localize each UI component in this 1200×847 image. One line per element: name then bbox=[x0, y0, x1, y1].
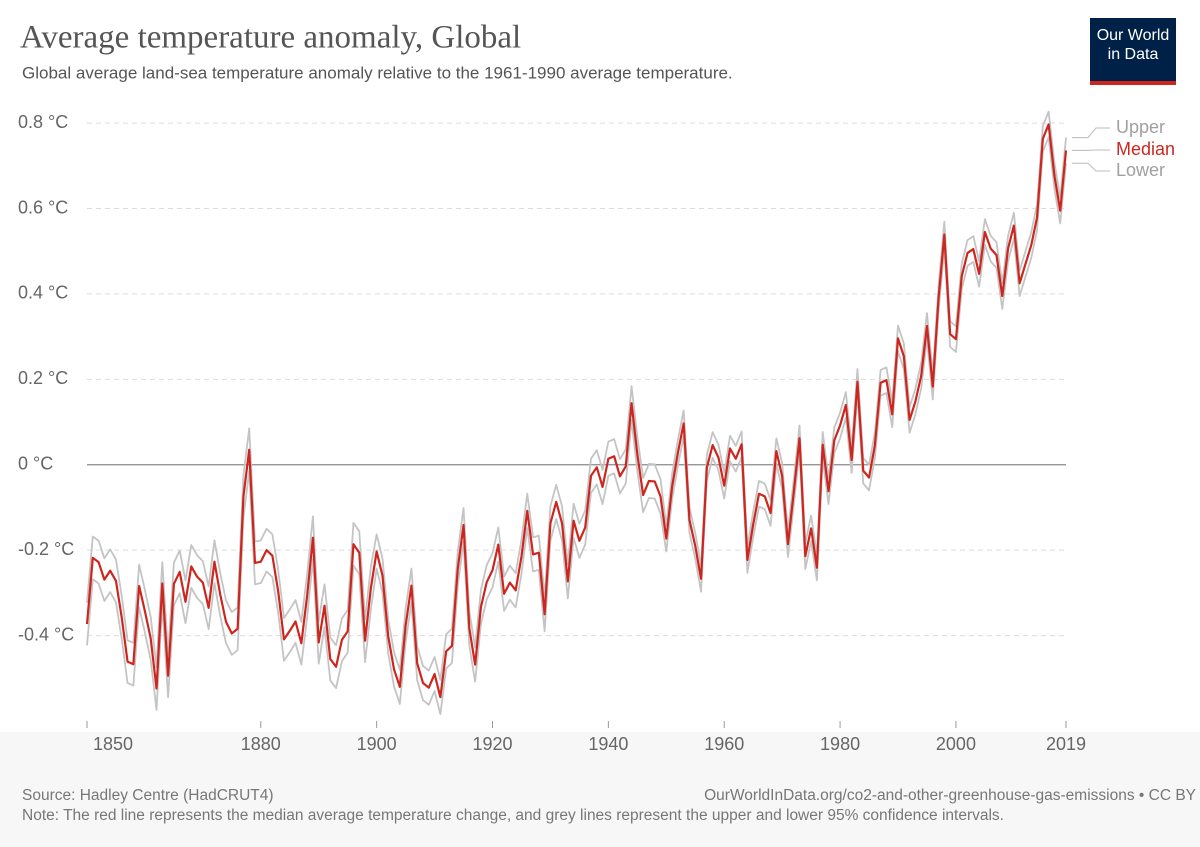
legend-connector bbox=[1072, 127, 1110, 139]
series-line bbox=[86, 110, 1067, 681]
legend-label: Upper bbox=[1116, 117, 1165, 137]
y-tick-label: -0.2 °C bbox=[18, 539, 74, 559]
legend-label: Lower bbox=[1116, 160, 1165, 180]
x-tick-label: 1920 bbox=[472, 734, 512, 754]
note: Note: The red line represents the median… bbox=[22, 807, 1004, 824]
chart-title: Average temperature anomaly, Global bbox=[20, 20, 521, 56]
x-tick-label: 2000 bbox=[936, 734, 976, 754]
logo-text: in Data bbox=[1108, 46, 1159, 63]
x-tick-label: 1960 bbox=[704, 734, 744, 754]
series-line bbox=[86, 136, 1067, 716]
y-tick-label: 0 °C bbox=[18, 454, 53, 474]
logo bbox=[1090, 18, 1176, 84]
y-tick-label: 0.4 °C bbox=[18, 283, 68, 303]
source: Source: Hadley Centre (HadCRUT4) bbox=[22, 787, 274, 804]
chart-subtitle: Global average land-sea temperature anom… bbox=[22, 63, 733, 82]
y-tick-label: -0.4 °C bbox=[18, 624, 74, 644]
series-line bbox=[85, 123, 1068, 699]
x-tick-label: 1980 bbox=[820, 734, 860, 754]
y-tick-label: 0.2 °C bbox=[18, 368, 68, 388]
y-tick-label: 0.8 °C bbox=[18, 112, 68, 132]
x-tick-label: 1880 bbox=[241, 734, 281, 754]
legend-connector bbox=[1072, 162, 1110, 172]
logo-underline bbox=[1090, 81, 1176, 85]
x-tick-label: 1900 bbox=[357, 734, 397, 754]
x-tick-label: 1850 bbox=[93, 734, 133, 754]
x-tick-label: 2019 bbox=[1046, 734, 1086, 754]
logo-text: Our World bbox=[1097, 27, 1170, 44]
legend-label: Median bbox=[1116, 139, 1175, 159]
y-tick-label: 0.6 °C bbox=[18, 197, 68, 217]
x-tick-label: 1940 bbox=[588, 734, 628, 754]
footer-background bbox=[0, 732, 1200, 847]
url: OurWorldInData.org/co2-and-other-greenho… bbox=[704, 787, 1196, 804]
